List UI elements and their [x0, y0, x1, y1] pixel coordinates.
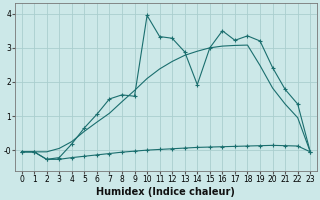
X-axis label: Humidex (Indice chaleur): Humidex (Indice chaleur)	[96, 187, 235, 197]
